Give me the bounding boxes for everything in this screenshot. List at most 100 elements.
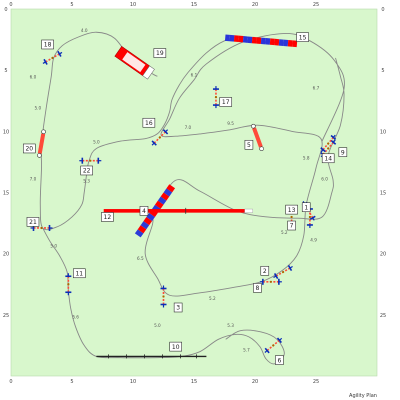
jump-foot-left (151, 142, 155, 146)
obstacle-pole (37, 129, 46, 158)
pole-end (41, 129, 46, 135)
obstacle-number-box (244, 139, 254, 150)
jump-center (308, 215, 311, 219)
distance-label: 4.9 (310, 237, 317, 242)
obstacle-jump (259, 278, 282, 285)
tunnel-segment (242, 36, 248, 43)
distance-label: 5.0 (93, 140, 100, 145)
distance-label: 5.3 (83, 179, 90, 184)
tunnel-segment (256, 37, 262, 44)
path-segment (39, 31, 265, 231)
obstacle-number: 1 (304, 204, 308, 211)
obstacle-number: 11 (75, 270, 83, 277)
jump-foot-right (332, 134, 336, 138)
distance-label: 6.5 (137, 256, 144, 261)
jump-center (67, 283, 70, 286)
path-segment (42, 227, 285, 365)
chute-cloth (142, 65, 155, 80)
tunnel-segment (269, 38, 275, 46)
obstacle-number: 15 (299, 34, 307, 41)
obstacle-jump (65, 273, 72, 296)
y-tick-left: 20 (3, 252, 9, 258)
obstacle-number-box (253, 283, 262, 293)
obstacle-number-box (296, 32, 309, 42)
x-tick-bottom: 25 (313, 379, 319, 385)
obstacle-jump (320, 134, 337, 153)
obstacle-number: 18 (44, 42, 52, 49)
obstacle-chute (114, 46, 155, 80)
obstacle-number-box (80, 165, 93, 176)
distance-label: 5.6 (72, 315, 79, 320)
obstacle-number: 16 (145, 120, 153, 127)
aframe-stripe (166, 184, 176, 193)
y-tick-right: 5 (381, 68, 384, 74)
obstacle-jump (264, 337, 283, 354)
tunnel-segment (278, 39, 284, 46)
jump-foot-right (279, 337, 283, 341)
pole-bar (37, 133, 46, 154)
jump-wing-left (273, 273, 279, 280)
jump-foot-right (59, 51, 63, 55)
jump-foot-right (312, 217, 315, 221)
chute-highlight (122, 52, 146, 73)
obstacle-jump (79, 157, 102, 164)
obstacle-tunnel (224, 34, 298, 48)
obstacle-number-box (275, 355, 284, 365)
obstacle-seesaw (96, 354, 207, 359)
obstacle-number: 21 (29, 219, 37, 226)
obstacle-number: 6 (277, 357, 281, 364)
obstacle-number-box (139, 206, 149, 216)
x-tick-top: 20 (252, 2, 258, 8)
obstacle-number-box (26, 217, 40, 227)
distance-label: 6.0 (321, 176, 328, 181)
y-tick-left: 15 (3, 191, 9, 197)
y-tick-left: 25 (3, 313, 9, 319)
obstacle-number-box (219, 97, 233, 107)
tunnel-segment (233, 35, 239, 43)
jump-center (290, 215, 293, 219)
obstacle-number-box (169, 341, 182, 352)
jump-foot-right (165, 129, 169, 133)
obstacle-number-box (101, 212, 114, 222)
obstacle-number-box (285, 204, 298, 215)
jump-foot-left (42, 61, 46, 64)
x-tick-top: 0 (9, 2, 12, 8)
tunnel-segment (247, 36, 253, 44)
obstacles (30, 34, 337, 359)
tunnel-segment (238, 35, 244, 43)
x-tick-top: 10 (130, 2, 136, 8)
distance-label: 7.0 (30, 176, 37, 181)
obstacle-number: 4 (142, 208, 146, 215)
tunnel-segment (292, 40, 298, 48)
dogwalk-contact (244, 208, 253, 213)
distance-label: 6.1 (191, 72, 198, 77)
aframe-stripe (157, 196, 167, 205)
obstacle-number-box (287, 220, 296, 231)
jump-foot-left (264, 350, 268, 353)
x-tick-bottom: 5 (70, 379, 73, 385)
tunnel-segment (283, 39, 289, 47)
jump-foot-right (332, 139, 336, 143)
aframe-stripe (134, 229, 144, 238)
y-tick-right: 25 (380, 313, 386, 319)
x-tick-top: 25 (313, 2, 319, 8)
aframe-stripe (160, 192, 170, 201)
obstacle-number-box (41, 39, 54, 50)
x-tick-bottom: 20 (252, 379, 258, 385)
y-tick-right: 20 (380, 252, 386, 258)
distance-label: 6.0 (30, 75, 37, 80)
y-tick-left: 10 (3, 129, 9, 135)
tunnel-segment (251, 36, 257, 44)
obstacle-number: 12 (104, 214, 112, 221)
jump-center (272, 344, 275, 347)
aframe-stripe (140, 221, 150, 230)
obstacle-number-box (321, 153, 335, 164)
distance-label: 4.0 (81, 28, 88, 33)
obstacle-number-box (260, 265, 270, 276)
tunnel-segment (287, 39, 293, 47)
tunnel-segment (274, 38, 280, 46)
obstacle-number: 5 (247, 142, 251, 149)
obstacle-number-box (73, 268, 86, 279)
obstacle-number: 3 (176, 305, 180, 312)
